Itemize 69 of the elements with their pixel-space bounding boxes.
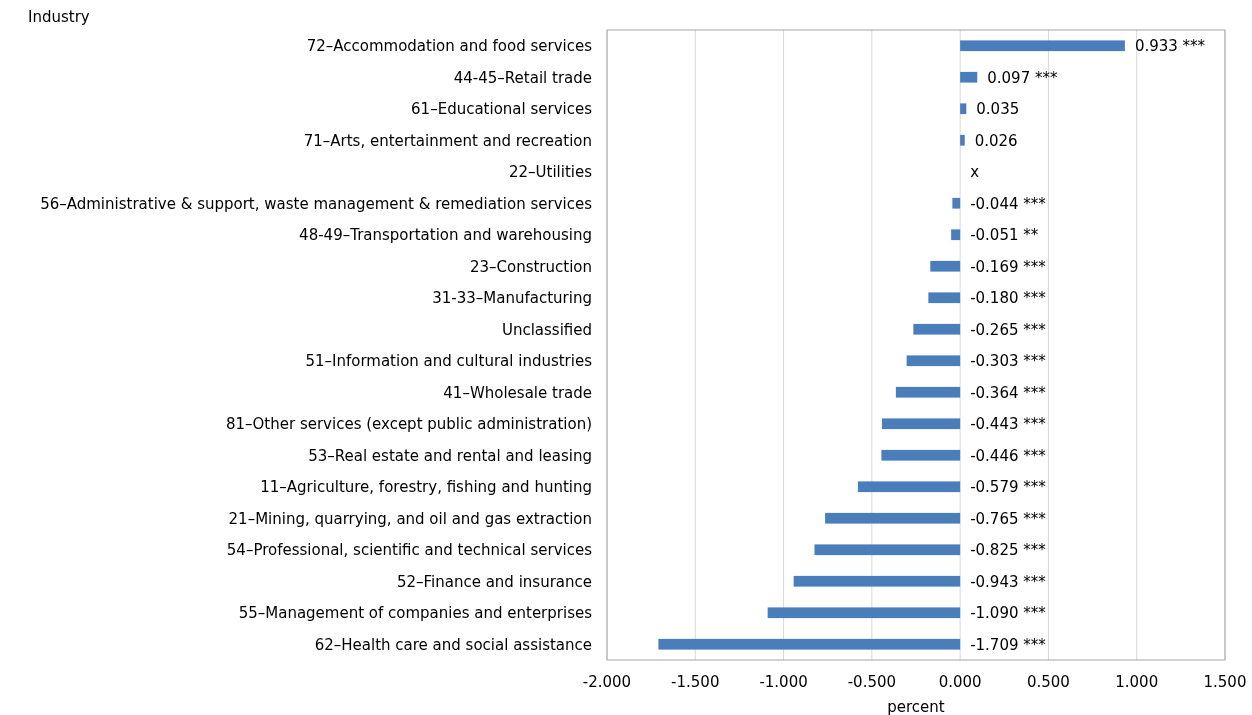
data-label: -0.446 *** <box>970 446 1047 465</box>
x-tick-label: 0.000 <box>938 673 982 691</box>
data-label: -0.180 *** <box>970 289 1047 307</box>
y-tick-label: 61–Educational services <box>411 100 593 118</box>
x-tick-label: -2.000 <box>582 673 632 691</box>
bar <box>928 292 961 304</box>
x-tick-label: 0.500 <box>1026 673 1070 691</box>
data-label: -0.765 *** <box>970 509 1047 528</box>
data-label: -0.051 ** <box>970 226 1039 244</box>
x-axis-title: percent <box>887 698 945 715</box>
bar <box>881 449 961 461</box>
bar <box>913 323 961 335</box>
data-label: -0.044 *** <box>970 194 1047 213</box>
text: x <box>970 163 980 181</box>
y-tick-label: 51–Information and cultural industries <box>305 352 593 370</box>
x-tick-label: -1.000 <box>759 673 808 691</box>
bar <box>960 40 1125 52</box>
data-label: -0.265 *** <box>970 320 1047 339</box>
bar <box>895 386 961 398</box>
data-label: 0.933 *** <box>1134 37 1206 55</box>
y-axis-title: Industry <box>28 8 90 26</box>
x-tick-label: -0.500 <box>847 673 897 691</box>
x-tick-label: 1.000 <box>1115 673 1159 691</box>
bar <box>960 103 967 115</box>
y-tick-label: 52–Finance and insurance <box>396 572 592 591</box>
data-label: -0.943 *** <box>970 572 1047 591</box>
bar <box>767 607 961 619</box>
x-tick-label: 1.500 <box>1203 673 1247 691</box>
bar <box>906 355 961 367</box>
bar <box>658 638 961 650</box>
data-label: -0.169 *** <box>970 257 1047 276</box>
bar <box>951 229 961 241</box>
bar <box>814 544 961 556</box>
bar <box>930 260 961 272</box>
data-label: -0.364 *** <box>970 383 1047 402</box>
bar <box>960 71 978 83</box>
bar <box>825 512 961 524</box>
data-label: -0.825 *** <box>970 541 1047 559</box>
data-label: 0.097 *** <box>987 68 1058 87</box>
y-tick-label: 31-33–Manufacturing <box>432 289 592 307</box>
y-tick-label: 62–Health care and social assistance <box>314 635 592 654</box>
data-label: -0.443 *** <box>970 415 1047 433</box>
y-tick-label: 55–Management of companies and enterprises <box>238 604 593 622</box>
y-tick-label: Unclassified <box>501 320 592 339</box>
bar <box>857 481 961 493</box>
x-tick-label: -1.500 <box>671 673 720 691</box>
data-label: -0.303 *** <box>970 352 1047 370</box>
data-label: 0.026 <box>974 131 1018 150</box>
y-tick-label: 21–Mining, quarrying, and oil and gas extraction <box>228 509 592 528</box>
data-label: -0.579 *** <box>970 478 1047 496</box>
bar <box>952 197 961 209</box>
bar <box>960 134 965 146</box>
y-tick-label: 23–Construction <box>469 257 592 276</box>
data-label: -1.709 *** <box>970 635 1047 654</box>
data-label: -1.090 *** <box>970 604 1047 622</box>
y-tick-label: 53–Real estate and rental and leasing <box>308 446 592 465</box>
y-tick-label: 44-45–Retail trade <box>453 68 592 87</box>
y-tick-label: 72–Accommodation and food services <box>306 37 593 55</box>
y-tick-label: 71–Arts, entertainment and recreation <box>303 131 592 150</box>
y-tick-label: 56–Administrative & support, waste management & remediation services <box>40 194 593 213</box>
y-tick-label: 48-49–Transportation and warehousing <box>299 226 592 244</box>
bar <box>793 575 961 587</box>
y-tick-label: 54–Professional, scientific and technical services <box>226 541 593 559</box>
y-tick-label: 11–Agriculture, forestry, fishing and hunting <box>260 478 592 496</box>
y-tick-label: 81–Other services (except public administration) <box>225 415 592 433</box>
y-tick-label: 22–Utilities <box>508 163 593 181</box>
bar <box>881 418 961 430</box>
data-label: 0.035 <box>976 100 1020 118</box>
y-tick-label: 41–Wholesale trade <box>443 383 592 402</box>
